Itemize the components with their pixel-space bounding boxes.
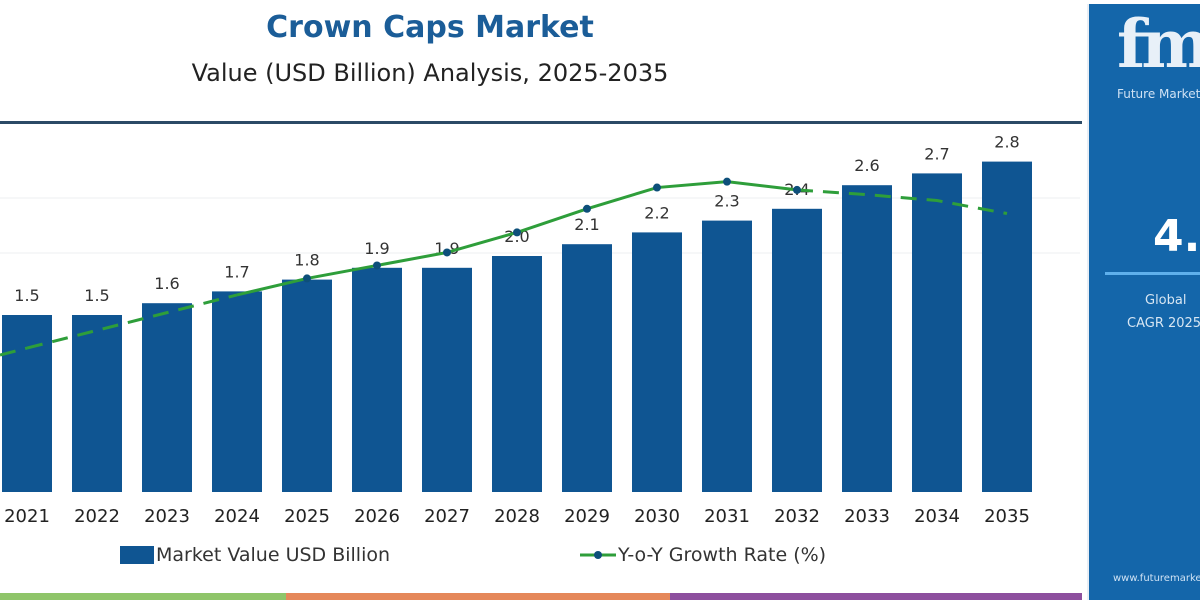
brand-name: Future Market Insights [1117,87,1200,101]
legend-line-swatch [580,551,616,559]
bar-2029 [562,244,612,492]
legend-line: Y-o-Y Growth Rate (%) [578,544,826,566]
bar-2023 [142,303,192,492]
bar-2021 [2,315,52,492]
x-tick-2024: 2024 [214,506,260,527]
legend-line-label: Y-o-Y Growth Rate (%) [618,544,827,566]
chart-area: 1.5 2021 1.5 2022 1.6 2023 1.7 2024 1.8 2025 1.9 20… [0,133,1080,527]
data-label-2029: 2.1 [574,215,599,234]
data-label-2024: 1.7 [224,262,249,281]
data-label-2035: 2.8 [994,133,1019,152]
growth-marker-2030 [653,183,661,192]
x-tick-2029: 2029 [564,506,610,527]
cagr-label-period: CAGR 2025-2035 [1127,316,1200,331]
bar-2027 [422,267,472,492]
x-tick-2027: 2027 [424,506,470,527]
header-divider [0,121,1082,124]
footer-bar-green [0,593,286,600]
chart-title: Crown Caps Market [266,10,594,45]
x-tick-2021: 2021 [4,506,50,527]
data-label-2033: 2.6 [854,156,879,175]
x-tick-2033: 2033 [844,506,890,527]
chart-subtitle: Value (USD Billion) Analysis, 2025-2035 [191,59,669,87]
growth-line-lead [0,346,28,357]
bar-2032 [772,208,822,493]
bar-2034 [912,173,962,492]
footer-bar-orange [286,593,670,600]
x-tick-2031: 2031 [704,506,750,527]
bar-2024 [212,291,262,492]
bar-2028 [492,256,542,492]
data-label-2031: 2.3 [714,192,739,211]
x-tick-2035: 2035 [984,506,1030,527]
x-tick-2034: 2034 [914,506,960,527]
growth-marker-2028 [513,228,521,237]
data-label-2022: 1.5 [84,286,109,305]
growth-marker-2027 [443,248,451,257]
bar-2022 [72,315,122,492]
x-tick-2032: 2032 [774,506,820,527]
growth-marker-2026 [373,261,381,270]
data-label-2021: 1.5 [14,286,39,305]
bar-2026 [352,267,402,492]
growth-line-dashed-end [796,188,1008,215]
growth-marker-2031 [723,177,731,186]
data-label-2023: 1.6 [154,274,179,293]
legend-bar: Market Value USD Billion [120,544,390,566]
bar-2030 [632,232,682,492]
x-tick-2023: 2023 [144,506,190,527]
growth-marker-2025 [303,274,311,283]
x-tick-2028: 2028 [494,506,540,527]
x-tick-2025: 2025 [284,506,330,527]
cagr-value: 4.7% [1153,211,1200,262]
bar-2035 [982,161,1032,492]
footer-bar-purple [670,593,1082,600]
legend-bar-label: Market Value USD Billion [156,544,391,566]
data-label-2025: 1.8 [294,251,319,270]
x-tick-2026: 2026 [354,506,400,527]
legend-bar-swatch [120,546,154,564]
bar-2031 [702,220,752,492]
growth-line-dashed-start [26,293,238,350]
data-label-2030: 2.2 [644,203,669,222]
data-label-2026: 1.9 [364,239,389,258]
fmi-logo: fmi [1117,8,1200,80]
x-tick-2022: 2022 [74,506,120,527]
panel-divider [1105,272,1200,275]
x-tick-2030: 2030 [634,506,680,527]
growth-marker-2029 [583,204,591,213]
data-label-2034: 2.7 [924,144,949,163]
bar-2025 [282,279,332,492]
growth-marker-2032 [793,185,801,194]
website-link[interactable]: www.futuremarketinsights.com [1113,573,1200,584]
bar-2033 [842,185,892,492]
summary-panel: fmi Future Market Insights 4.7% Global C… [1087,4,1200,600]
cagr-label-global: Global [1145,293,1187,308]
